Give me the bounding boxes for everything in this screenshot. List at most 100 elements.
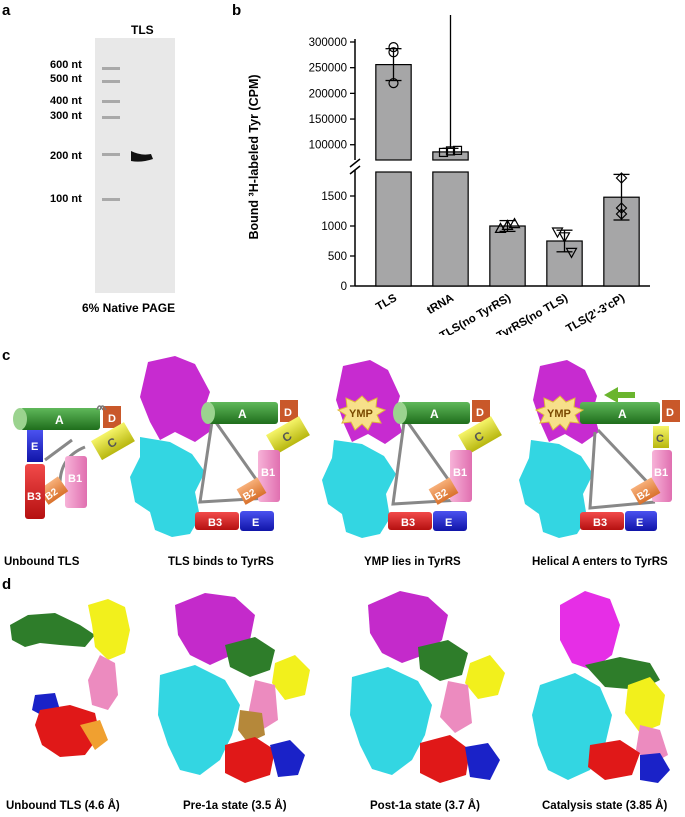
- svg-text:E: E: [252, 517, 259, 529]
- svg-text:C: C: [656, 433, 664, 445]
- bar: [432, 151, 469, 161]
- arrow-icon: [604, 387, 635, 403]
- svg-text:B1: B1: [68, 473, 82, 485]
- bar-chart: Bound ³H-labeled Tyr (CPM) 300000 250000 2…: [247, 15, 650, 335]
- axis-break-mark: [349, 165, 361, 175]
- data-point: [445, 146, 456, 156]
- helix-a: A: [580, 402, 660, 424]
- data-point: [388, 47, 399, 58]
- helix-a: A: [13, 408, 100, 430]
- caption-map-post-1a: Post-1a state (3.7 Å): [370, 800, 480, 812]
- svg-text:A: A: [618, 407, 627, 421]
- y-tick-label: 500: [328, 251, 347, 263]
- caption-map-catalysis: Catalysis state (3.85 Å): [542, 800, 668, 812]
- marker-600: 600 nt: [50, 59, 82, 71]
- helix-c: C: [91, 422, 135, 461]
- helix-c: C: [266, 416, 310, 455]
- data-point: [615, 172, 628, 184]
- tyrrs-domain-top: [140, 356, 212, 442]
- chart-bars: [375, 63, 640, 287]
- ymp-star: YMP: [336, 395, 387, 431]
- marker-300: 300 nt: [50, 110, 82, 122]
- marker-400: 400 nt: [50, 95, 82, 107]
- svg-text:E: E: [636, 517, 643, 529]
- helix-b2: B2: [630, 477, 661, 505]
- helix-e: E: [27, 430, 43, 462]
- data-point: [388, 42, 399, 53]
- ymp-star: YMP: [534, 395, 585, 431]
- helix-d: D: [103, 406, 121, 428]
- data-point: [452, 145, 463, 155]
- svg-text:B1: B1: [261, 467, 275, 479]
- caption-tls-binds: TLS binds to TyrRS: [168, 556, 274, 568]
- helix-b2: B2: [428, 477, 459, 505]
- marker-200: 200 nt: [50, 150, 82, 162]
- helix-b3: B3: [580, 512, 624, 530]
- panel-d-letter: d: [2, 576, 12, 593]
- gel-lane-label: TLS: [131, 23, 154, 37]
- svg-text:B3: B3: [27, 491, 41, 503]
- tyrrs-domain-bottom: [519, 440, 593, 538]
- panel-c-letter: c: [2, 347, 11, 364]
- ladder-band-300: [102, 116, 120, 119]
- x-tick-label: tRNA: [425, 292, 456, 317]
- helix-d: D: [662, 400, 680, 422]
- svg-text:A: A: [430, 407, 439, 421]
- y-tick-label: 1000: [321, 221, 347, 233]
- ladder-band-400: [102, 100, 120, 103]
- chart-error-bars: [385, 15, 630, 253]
- caption-unbound-tls: Unbound TLS: [4, 556, 80, 568]
- panel-b-letter: b: [232, 2, 242, 19]
- data-point: [615, 202, 628, 214]
- svg-text:D: D: [476, 407, 484, 419]
- svg-text:A: A: [55, 413, 64, 427]
- linker: [44, 438, 73, 462]
- y-tick-label: 100000: [309, 140, 347, 152]
- svg-text:YMP: YMP: [547, 408, 571, 420]
- chart-points: [388, 42, 628, 259]
- y-tick-label: 0: [341, 281, 347, 293]
- y-tick-label: 250000: [309, 63, 347, 75]
- diagram-tls-binds: A D C B1 B2 B3 E: [130, 356, 310, 537]
- bar: [489, 225, 526, 287]
- y-tick-label: 1500: [321, 191, 347, 203]
- caption-map-unbound: Unbound TLS (4.6 Å): [6, 800, 120, 812]
- data-point: [501, 219, 514, 230]
- caption-helical-a-enters: Helical A enters to TyrRS: [532, 556, 668, 568]
- marker-100: 100 nt: [50, 193, 82, 205]
- x-tick-label: TLS(2'-3'cP): [564, 292, 627, 335]
- x-tick-label: TLS: [374, 292, 399, 313]
- diagram-helical-a-enters: A YMP D C B1 B2 B3 E: [519, 360, 680, 538]
- svg-text:D: D: [666, 407, 674, 419]
- tls-band: [131, 151, 153, 162]
- helix-b3: B3: [388, 512, 432, 530]
- bar-lower-part: [375, 171, 412, 287]
- ladder-band-500: [102, 80, 120, 83]
- caption-ymp-lies: YMP lies in TyrRS: [364, 556, 461, 568]
- axis-break-mark: [349, 158, 361, 168]
- helix-c: C: [653, 426, 669, 448]
- helix-b2: B2: [236, 477, 267, 505]
- helix-a: A: [393, 402, 470, 424]
- svg-text:D: D: [284, 407, 292, 419]
- cryo-em-maps: [10, 591, 670, 783]
- helix-a: A: [201, 402, 278, 424]
- helix-e: E: [240, 511, 274, 531]
- gel-bands: [95, 38, 175, 293]
- panel-a-letter: a: [2, 2, 11, 19]
- svg-text:B3: B3: [593, 517, 607, 529]
- chart-y-axis-label: Bound ³H-labeled Tyr (CPM): [247, 74, 261, 239]
- helix-e: E: [625, 511, 657, 531]
- data-point: [565, 247, 578, 259]
- marker-500: 500 nt: [50, 73, 82, 85]
- data-point: [438, 147, 449, 158]
- map-pre-1a: [158, 593, 310, 783]
- y-tick-label: 150000: [309, 114, 347, 126]
- y-tick-label: 300000: [309, 37, 347, 49]
- helix-c: C: [458, 416, 502, 455]
- bar-lower-part: [432, 171, 469, 287]
- diagram-unbound-tls: A D C B1 B2 E B3: [13, 405, 135, 519]
- gel-caption: 6% Native PAGE: [82, 301, 176, 315]
- helix-b1: B1: [65, 456, 87, 508]
